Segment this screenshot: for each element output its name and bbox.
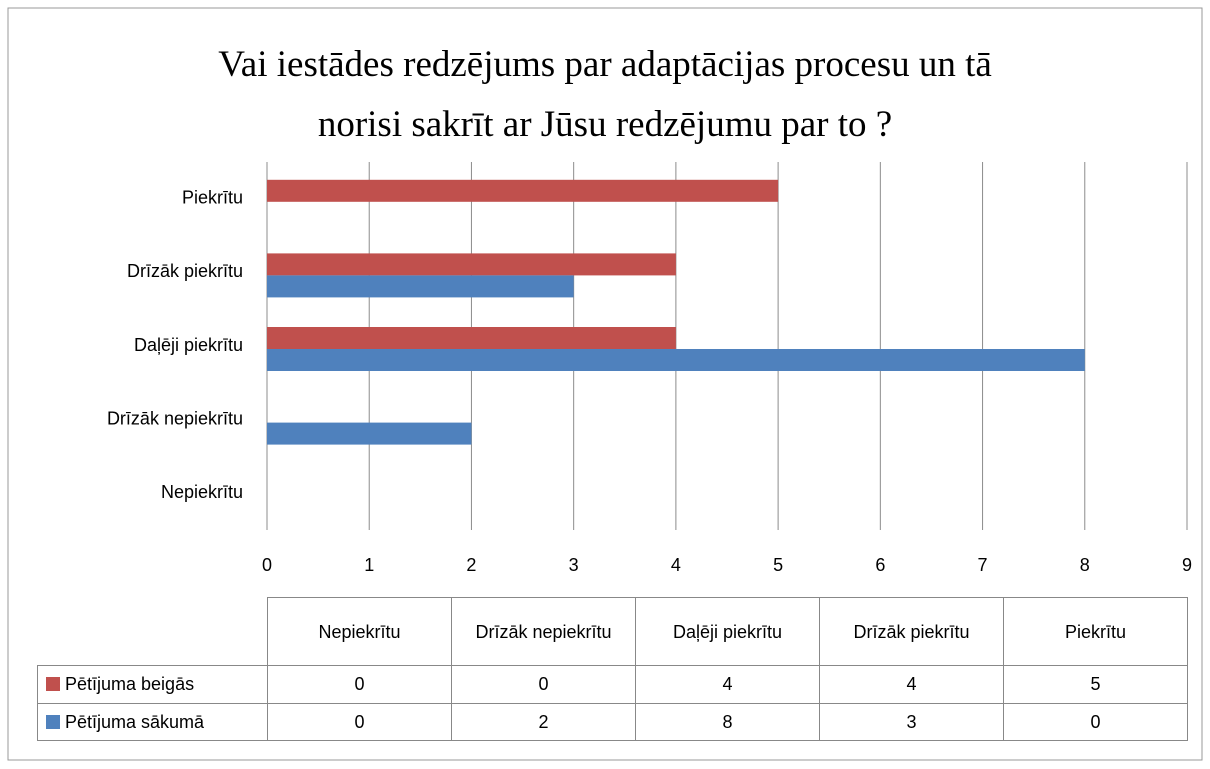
x-tick-label: 9 — [1182, 555, 1192, 575]
x-tick-label: 6 — [875, 555, 885, 575]
x-tick-label: 2 — [466, 555, 476, 575]
legend-cell: Pētījuma sākumā — [37, 702, 268, 741]
table-header: Drīzāk piekrītu — [819, 597, 1004, 666]
x-tick-label: 8 — [1080, 555, 1090, 575]
table-value: 0 — [267, 665, 452, 704]
table-header: Daļēji piekrītu — [635, 597, 820, 666]
x-tick-label: 1 — [364, 555, 374, 575]
x-tick-label: 5 — [773, 555, 783, 575]
table-header: Piekrītu — [1003, 597, 1188, 666]
bar — [267, 253, 676, 276]
table-value: 0 — [1003, 702, 1188, 741]
legend-label: Pētījuma sākumā — [65, 711, 205, 732]
chart-border — [7, 7, 1203, 761]
y-tick-label: Drīzāk piekrītu — [127, 261, 243, 281]
y-tick-label: Nepiekrītu — [161, 482, 243, 502]
y-tick-label: Drīzāk nepiekrītu — [107, 408, 243, 428]
bar — [267, 422, 472, 445]
title-line: norisi sakrīt ar Jūsu redzējumu par to ? — [318, 104, 892, 145]
x-tick-label: 4 — [671, 555, 681, 575]
legend-swatch — [46, 677, 60, 692]
table-header: Nepiekrītu — [267, 597, 452, 666]
bar — [267, 349, 1085, 371]
legend-swatch — [46, 714, 60, 729]
y-tick-label: Piekrītu — [182, 188, 243, 208]
bar — [267, 275, 574, 298]
table-header: Drīzāk nepiekrītu — [451, 597, 636, 666]
y-tick-label: Daļēji piekrītu — [134, 335, 243, 355]
table-value: 0 — [451, 665, 636, 704]
legend-label: Pētījuma beigās — [65, 674, 195, 695]
legend-cell: Pētījuma beigās — [37, 665, 268, 704]
bar — [267, 179, 779, 202]
table-value: 3 — [819, 702, 1004, 741]
title-line: Vai iestādes redzējums par adaptācijas p… — [218, 44, 992, 85]
bar — [267, 327, 676, 349]
x-tick-label: 0 — [262, 555, 272, 575]
table-value: 4 — [635, 665, 820, 704]
chart-title: Vai iestādes redzējums par adaptācijas p… — [218, 44, 992, 145]
table-value: 2 — [451, 702, 636, 741]
table-value: 5 — [1003, 665, 1188, 704]
table-value: 8 — [635, 702, 820, 741]
table-value: 0 — [267, 702, 452, 741]
table-value: 4 — [819, 665, 1004, 704]
x-tick-label: 3 — [569, 555, 579, 575]
x-tick-label: 7 — [978, 555, 988, 575]
